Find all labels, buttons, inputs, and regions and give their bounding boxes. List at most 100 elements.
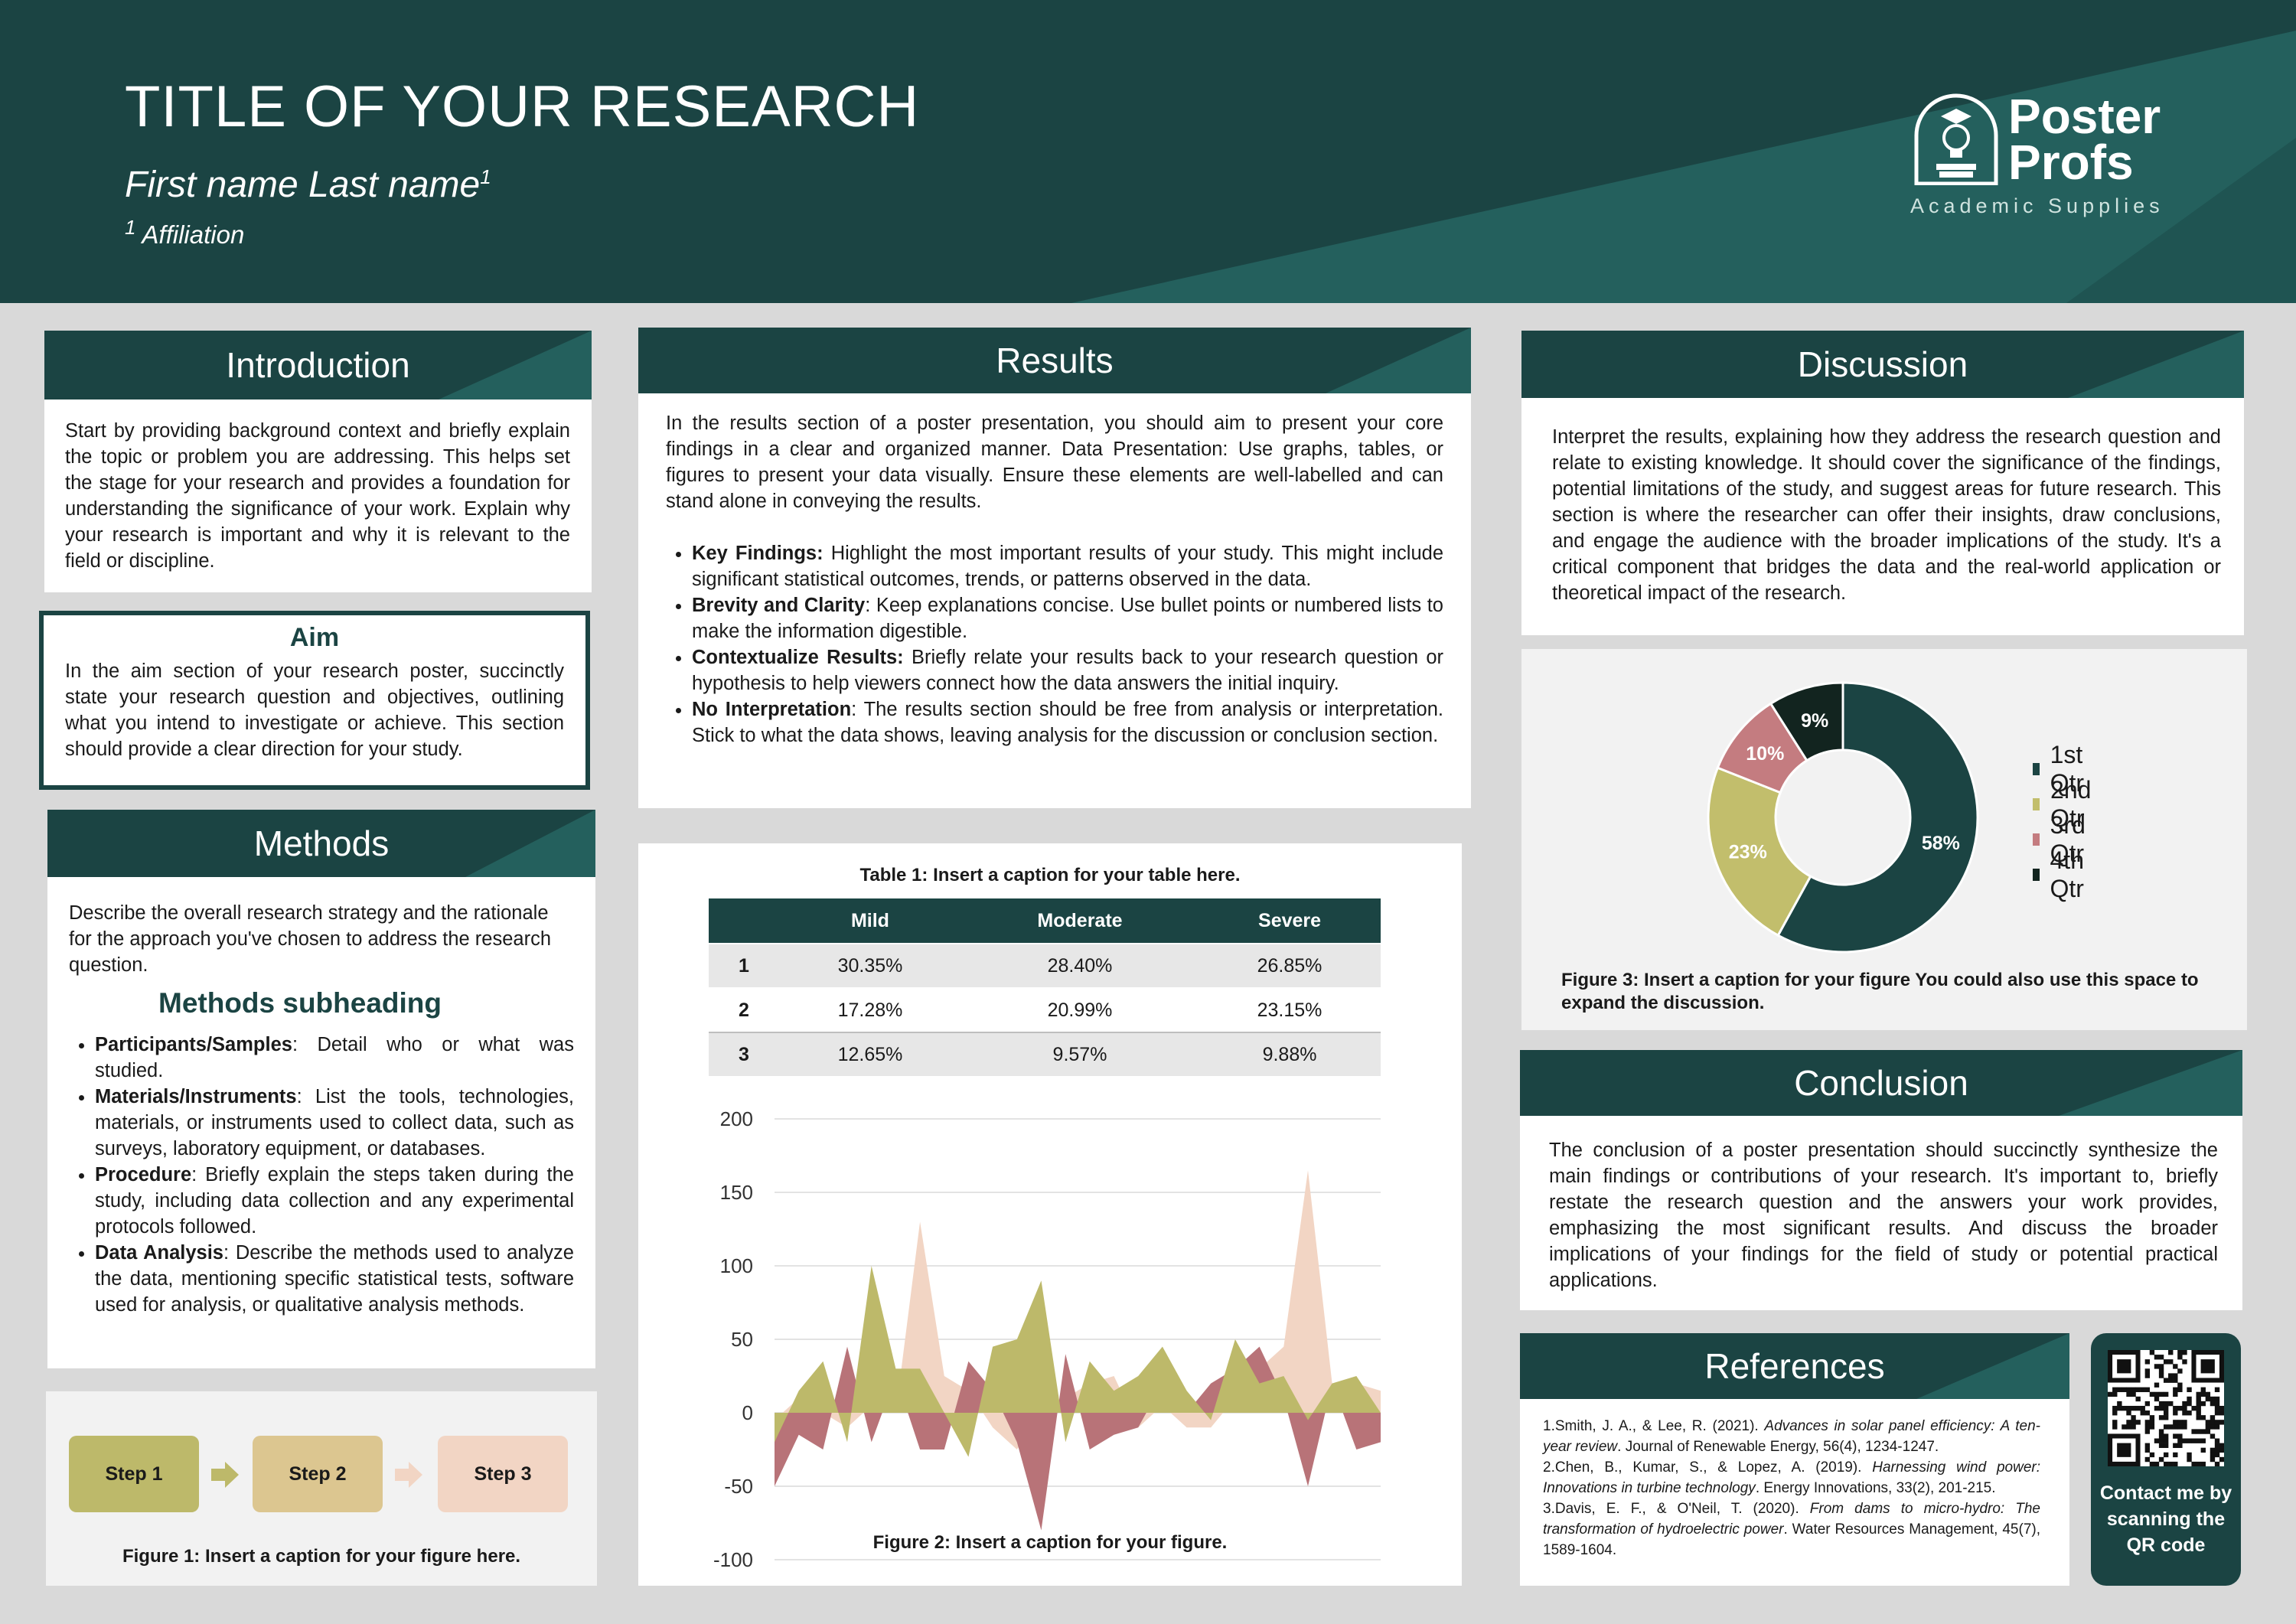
y-tick-label: 50 [731, 1328, 753, 1351]
table-cell: 1 [709, 943, 779, 989]
discussion-panel: Discussion Interpret the results, explai… [1521, 331, 2244, 635]
qr-code-icon[interactable] [2108, 1350, 2224, 1466]
donut-slice [1776, 681, 1979, 954]
legend-label: 3rd Qtr [2050, 811, 2086, 867]
legend-swatch [2033, 869, 2040, 881]
logo: Poster Profs Academic Supplies [1910, 89, 2201, 223]
step-3-box: Step 3 [438, 1436, 568, 1512]
reference-item: 3.Davis, E. F., & O'Neil, T. (2020). Fro… [1543, 1501, 2040, 1558]
slice-label: 10% [1746, 743, 1784, 765]
reference-item: 2.Chen, B., Kumar, S., & Lopez, A. (2019… [1543, 1459, 2040, 1496]
conclusion-text: The conclusion of a poster presentation … [1549, 1140, 2218, 1291]
legend-swatch [2033, 833, 2040, 846]
results-table: Mild Moderate Severe 1 30.35% 28.40% 26.… [709, 898, 1381, 1078]
affiliation: 1 Affiliation [125, 216, 245, 249]
table-header-cell: Mild [779, 898, 961, 944]
step-1-box: Step 1 [69, 1436, 199, 1512]
table-cell: 17.28% [779, 987, 961, 1033]
table-header-cell: Severe [1199, 898, 1381, 944]
figure3-panel: 58% 23% 10% 9% 1st Qtr 2nd Qtr 3rd Qtr 4th Qtr… [1521, 649, 2247, 1030]
table-header-row: Mild Moderate Severe [709, 898, 1381, 944]
table-cell: 20.99% [960, 987, 1199, 1033]
legend-item: 1st Qtr [2033, 741, 2089, 797]
area-series [775, 1266, 1381, 1457]
methods-subheading: Methods subheading [158, 987, 442, 1019]
y-tick-label: -100 [713, 1548, 753, 1571]
poster-header: TITLE OF YOUR RESEARCH First name Last n… [0, 0, 2296, 303]
donut-slice [1769, 681, 1844, 762]
area-chart: 200 150 100 50 0 -50 -100 [713, 1107, 1381, 1571]
table-header-cell: Moderate [960, 898, 1199, 944]
introduction-heading: Introduction [44, 331, 592, 399]
methods-bullet: Data Analysis: Describe the methods used… [95, 1240, 574, 1318]
results-heading: Results [638, 328, 1471, 393]
table-cell: 2 [709, 987, 779, 1033]
table-cell: 30.35% [779, 943, 961, 989]
results-bullets: Key Findings: Highlight the most importa… [666, 540, 1443, 748]
methods-text: Describe the overall research strategy a… [69, 902, 552, 976]
references-list: 1.Smith, J. A., & Lee, R. (2021). Advanc… [1543, 1416, 2040, 1560]
table-cell: 12.65% [779, 1032, 961, 1078]
table-cell: 9.88% [1199, 1032, 1381, 1078]
references-heading: References [1520, 1333, 2069, 1399]
table1-caption: Table 1: Insert a caption for your table… [859, 865, 1241, 885]
table-header-cell [709, 898, 779, 944]
legend-label: 2nd Qtr [2050, 776, 2092, 832]
table-cell: 28.40% [960, 943, 1199, 989]
legend-item: 4th Qtr [2033, 846, 2089, 903]
reference-item: 1.Smith, J. A., & Lee, R. (2021). Advanc… [1543, 1418, 2040, 1455]
table-cell: 9.57% [960, 1032, 1199, 1078]
arrow-right-icon [211, 1462, 239, 1488]
methods-bullet: Materials/Instruments: List the tools, t… [95, 1084, 574, 1162]
results-bullet: Key Findings: Highlight the most importa… [692, 540, 1443, 592]
author-name: First name Last name1 [125, 165, 491, 205]
donut-slice [1707, 766, 1812, 938]
slice-label: 58% [1922, 833, 1960, 854]
y-tick-label: 200 [720, 1107, 753, 1130]
legend-item: 2nd Qtr [2033, 776, 2096, 833]
legend-swatch [2033, 763, 2040, 775]
methods-panel: Methods Describe the overall research st… [47, 810, 595, 1368]
methods-bullets: Participants/Samples: Detail who or what… [69, 1032, 574, 1318]
results-bullet: Brevity and Clarity: Keep explanations c… [692, 592, 1443, 644]
methods-bullet: Procedure: Briefly explain the steps tak… [95, 1162, 574, 1240]
y-tick-label: 150 [720, 1181, 753, 1204]
qr-panel: Contact me by scanning the QR code [2091, 1333, 2241, 1586]
legend-label: 4th Qtr [2050, 846, 2084, 902]
y-tick-label: -50 [724, 1475, 753, 1498]
poster-title: TITLE OF YOUR RESEARCH [125, 74, 920, 139]
logo-text: Poster Profs [2008, 89, 2161, 190]
table-row: 2 17.28% 20.99% 23.15% [709, 987, 1381, 1033]
figure1-caption: Figure 1: Insert a caption for your figu… [122, 1546, 521, 1567]
aim-text: In the aim section of your research post… [65, 660, 564, 760]
slice-label: 23% [1729, 842, 1767, 863]
legend-item: 3rd Qtr [2033, 811, 2091, 868]
references-panel: References 1.Smith, J. A., & Lee, R. (20… [1520, 1333, 2069, 1586]
results-text: In the results section of a poster prese… [666, 413, 1443, 512]
table-cell: 23.15% [1199, 987, 1381, 1033]
introduction-panel: Introduction Start by providing backgrou… [44, 331, 592, 592]
y-tick-label: 0 [742, 1401, 753, 1424]
header-background [1071, 31, 2296, 303]
methods-bullet: Participants/Samples: Detail who or what… [95, 1032, 574, 1084]
logo-subtitle: Academic Supplies [1910, 194, 2164, 217]
results-bullet: No Interpretation: The results section s… [692, 696, 1443, 748]
slice-label: 9% [1801, 710, 1828, 732]
methods-heading: Methods [47, 810, 595, 877]
discussion-heading: Discussion [1521, 331, 2244, 398]
table-row: 1 30.35% 28.40% 26.85% [709, 943, 1381, 989]
results-bullet: Contextualize Results: Briefly relate yo… [692, 644, 1443, 696]
donut-chart: 58% 23% 10% 9% [1707, 681, 1979, 954]
step-2-box: Step 2 [253, 1436, 383, 1512]
introduction-text: Start by providing background context an… [65, 420, 570, 572]
conclusion-panel: Conclusion The conclusion of a poster pr… [1520, 1050, 2242, 1310]
legend-swatch [2033, 798, 2040, 810]
results-panel: Results In the results section of a post… [638, 328, 1471, 808]
table-row: 3 12.65% 9.57% 9.88% [709, 1032, 1381, 1078]
discussion-text: Interpret the results, explaining how th… [1552, 426, 2221, 604]
lightbulb-icon [1914, 93, 1998, 185]
conclusion-heading: Conclusion [1520, 1050, 2242, 1116]
legend-label: 1st Qtr [2050, 741, 2085, 797]
qr-label: Contact me by scanning the QR code [2099, 1482, 2232, 1556]
table-cell: 26.85% [1199, 943, 1381, 989]
